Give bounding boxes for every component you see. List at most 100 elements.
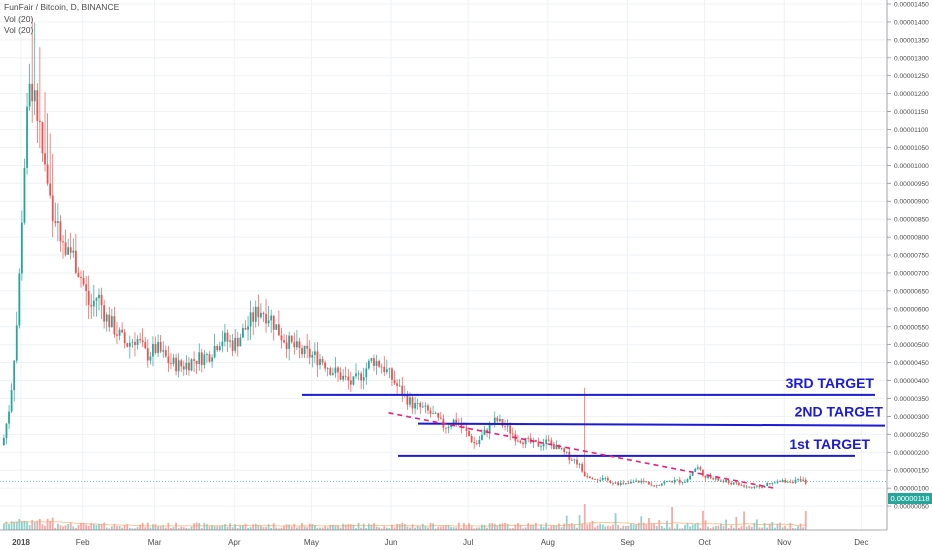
volume-bar <box>159 526 162 530</box>
candle-body <box>594 479 596 480</box>
volume-bar <box>583 504 586 530</box>
volume-bar <box>427 527 429 530</box>
candle-body <box>519 440 522 443</box>
candle-body <box>709 475 712 479</box>
volume-bar <box>588 523 591 530</box>
candle-body <box>283 340 285 343</box>
y-tick-label: 0.00000300 <box>894 414 929 421</box>
volume-bar <box>421 523 424 530</box>
candle-body <box>552 443 555 450</box>
time-axis[interactable]: 2018 Feb Mar Apr May Jun Jul Aug Sep Oct Nov Dec <box>0 529 887 547</box>
volume-bar <box>234 524 237 530</box>
volume-bar <box>748 525 751 530</box>
candle-body <box>398 385 401 387</box>
candle-body <box>511 433 514 435</box>
volume-bar <box>691 524 694 530</box>
candle-body <box>182 366 185 370</box>
candle-body <box>247 326 249 330</box>
candle-body <box>429 410 432 414</box>
volume-bar <box>596 525 599 530</box>
candle-body <box>357 373 360 375</box>
candle-body <box>542 444 545 447</box>
volume-bar <box>252 524 255 530</box>
volume-bar <box>519 525 522 530</box>
candle-body <box>573 459 576 461</box>
volume-bar <box>26 521 28 530</box>
y-tick-label: 0.00000200 <box>894 450 929 457</box>
volume-bar <box>13 521 16 530</box>
volume-bar <box>92 523 95 530</box>
candle-body <box>689 475 691 480</box>
y-tick-label: 0.00001050 <box>894 145 929 152</box>
volume-bar <box>360 527 363 530</box>
candle-body <box>108 314 111 328</box>
candle-body <box>347 376 350 381</box>
volume-bar <box>290 526 293 530</box>
candle-body <box>298 341 301 349</box>
candle-body <box>126 343 129 347</box>
volume-bar <box>419 526 422 530</box>
volume-bar <box>475 527 478 530</box>
candle-body <box>123 332 126 344</box>
candle-body <box>774 482 776 484</box>
volume-bar <box>226 526 229 530</box>
candle-body <box>686 479 689 483</box>
volume-bar <box>365 527 368 530</box>
volume-bar <box>180 526 183 530</box>
candle-body <box>121 329 124 333</box>
volume-bar <box>740 526 743 530</box>
candle-body <box>450 425 452 427</box>
candle-body <box>260 312 262 318</box>
volume-bar <box>216 526 219 530</box>
y-tick-label: 0.00001150 <box>894 109 929 116</box>
volume-bar <box>486 527 488 530</box>
candle-body <box>704 475 707 478</box>
candle-body <box>208 354 211 362</box>
candle-body <box>694 468 697 473</box>
volume-bar <box>90 523 93 530</box>
candle-body <box>660 483 663 486</box>
volume-bar <box>522 528 524 530</box>
x-tick-label: May <box>304 538 319 547</box>
candle-body <box>301 348 303 355</box>
candle-body <box>624 483 627 484</box>
candle-body <box>650 484 653 486</box>
candle-body <box>100 294 103 306</box>
candle-body <box>270 315 273 321</box>
candle-body <box>172 357 175 364</box>
candle-body <box>452 419 455 426</box>
candle-body <box>545 439 548 445</box>
candle-body <box>257 306 260 318</box>
volume-bar <box>529 524 532 530</box>
volume-bar <box>267 524 270 530</box>
volume-bar <box>463 523 465 530</box>
volume-bar <box>357 522 360 530</box>
candle-body <box>18 273 21 326</box>
y-tick-label: 0.00000700 <box>894 270 929 277</box>
volume-bar <box>149 527 152 530</box>
candle-body <box>581 464 584 472</box>
volume-bar <box>69 522 72 530</box>
volume-bar <box>717 525 720 530</box>
candle-body <box>206 354 208 356</box>
candle-body <box>95 298 98 301</box>
price-axis[interactable]: 0.00000050 0.00000100 0.00000150 0.00000200… <box>886 0 929 530</box>
volume-bar <box>260 525 262 530</box>
candle-body <box>49 183 52 196</box>
candle-body <box>337 367 339 373</box>
volume-bar <box>128 527 131 530</box>
volume-bar <box>324 525 327 530</box>
candle-body <box>51 195 54 222</box>
volume-bar <box>388 528 391 530</box>
candle-body <box>606 478 609 481</box>
candle-body <box>804 479 807 484</box>
volume-bar <box>789 522 792 530</box>
volume-bar <box>630 523 632 530</box>
volume-bar <box>31 520 34 530</box>
y-tick-label: 0.00000050 <box>894 504 929 511</box>
volume-bar <box>301 522 303 530</box>
candle-body <box>56 221 59 224</box>
candle-body <box>293 342 296 348</box>
volume-bar <box>488 523 491 530</box>
